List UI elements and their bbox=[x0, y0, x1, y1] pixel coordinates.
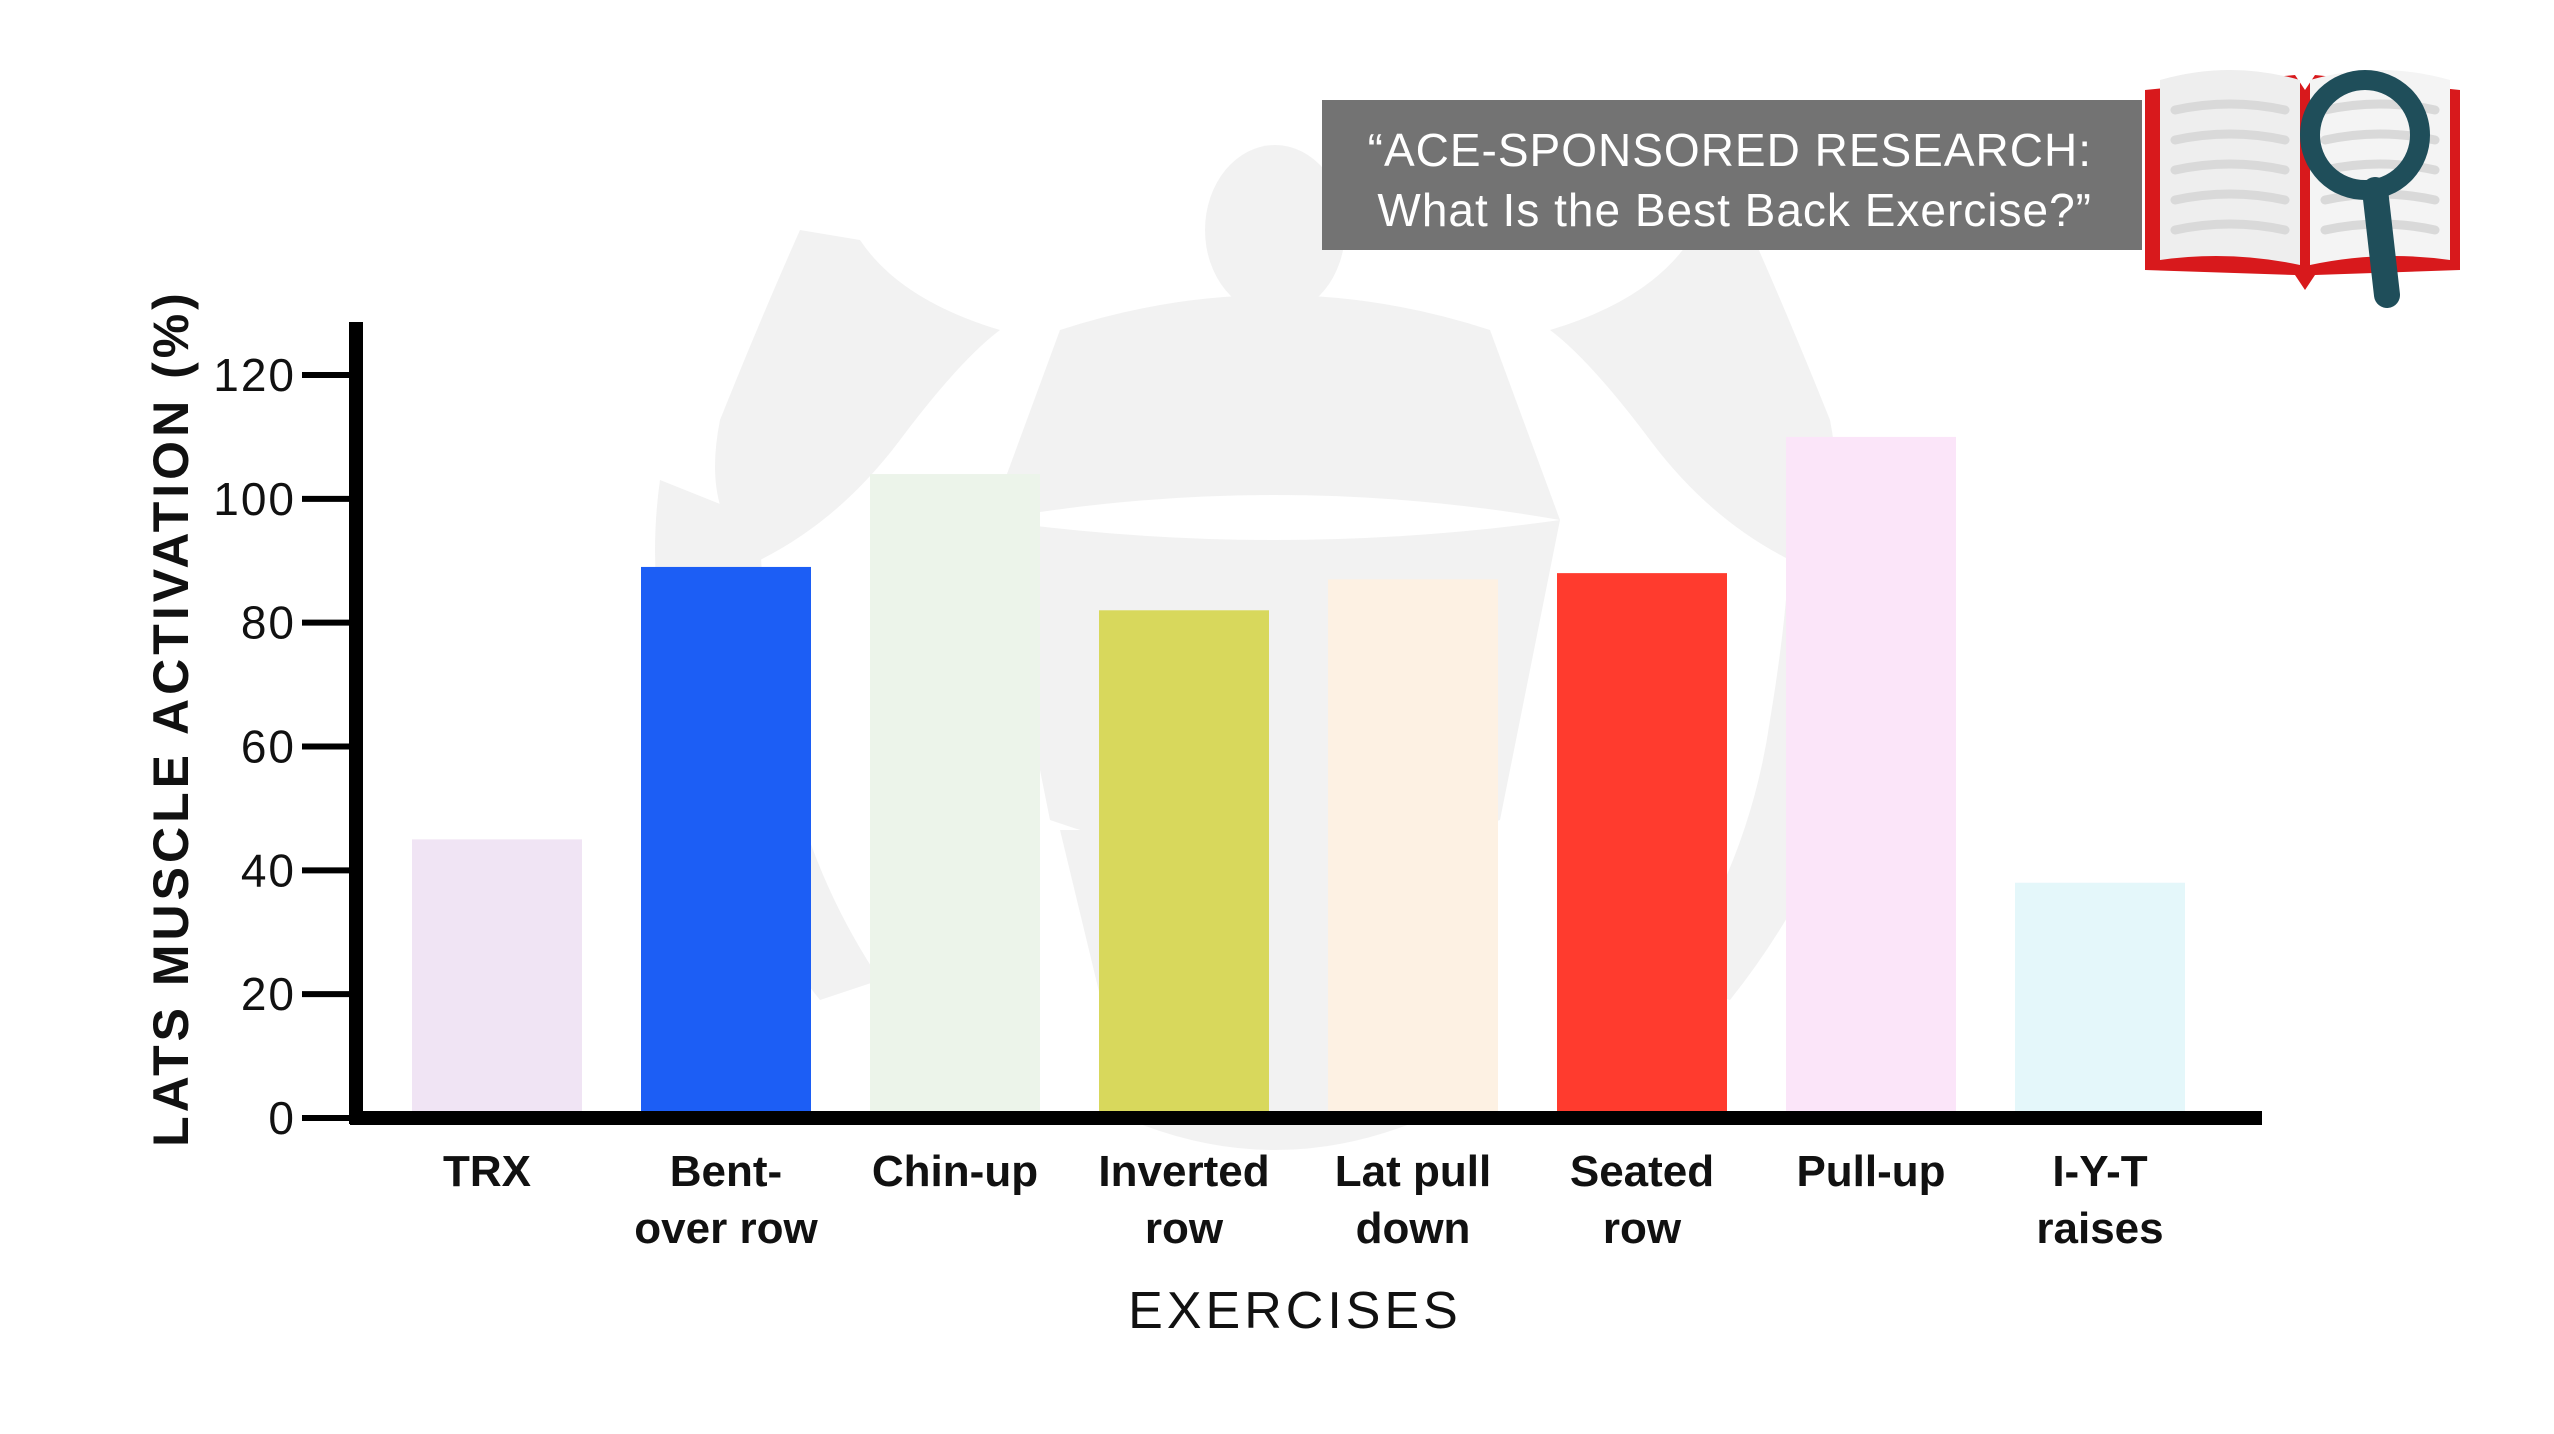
bar-7 bbox=[2015, 882, 2185, 1118]
y-tick-label-80: 80 bbox=[241, 597, 296, 649]
bar-2 bbox=[870, 474, 1040, 1119]
y-tick-label-60: 60 bbox=[241, 721, 296, 773]
bar-1 bbox=[641, 566, 811, 1118]
y-axis-title: LATS MUSCLE ACTIVATION (%) bbox=[143, 289, 199, 1147]
x-tick-label-1: Bent-over row bbox=[634, 1147, 818, 1253]
bar-0 bbox=[412, 839, 582, 1118]
banner-line-2: What Is the Best Back Exercise?” bbox=[1377, 184, 2092, 236]
x-tick-label-6: Pull-up bbox=[1796, 1147, 1945, 1196]
bar-6 bbox=[1786, 436, 1956, 1119]
y-tick-label-120: 120 bbox=[213, 349, 296, 401]
banner-line-1: “ACE-SPONSORED RESEARCH: bbox=[1367, 124, 2092, 176]
research-title-banner: “ACE-SPONSORED RESEARCH: What Is the Bes… bbox=[1322, 100, 2142, 250]
x-axis-title: EXERCISES bbox=[1128, 1282, 1462, 1340]
bar-4 bbox=[1328, 579, 1498, 1118]
open-book-icon bbox=[2145, 70, 2460, 308]
x-tick-label-4: Lat pull down bbox=[1335, 1147, 1491, 1253]
bar-5 bbox=[1557, 573, 1727, 1118]
y-tick-label-40: 40 bbox=[241, 844, 296, 896]
y-tick-label-0: 0 bbox=[268, 1092, 296, 1144]
x-tick-label-7: I-Y-T raises bbox=[2036, 1147, 2163, 1253]
y-tick-label-100: 100 bbox=[213, 473, 296, 525]
bar-3 bbox=[1099, 610, 1269, 1118]
x-tick-label-2: Chin-up bbox=[872, 1147, 1038, 1196]
magnifying-glass-icon bbox=[2300, 70, 2430, 308]
x-tick-label-0: TRX bbox=[443, 1147, 531, 1196]
x-tick-label-3: Inverted row bbox=[1098, 1147, 1269, 1253]
x-tick-label-5: Seated row bbox=[1570, 1147, 1714, 1253]
y-tick-label-20: 20 bbox=[241, 968, 296, 1020]
